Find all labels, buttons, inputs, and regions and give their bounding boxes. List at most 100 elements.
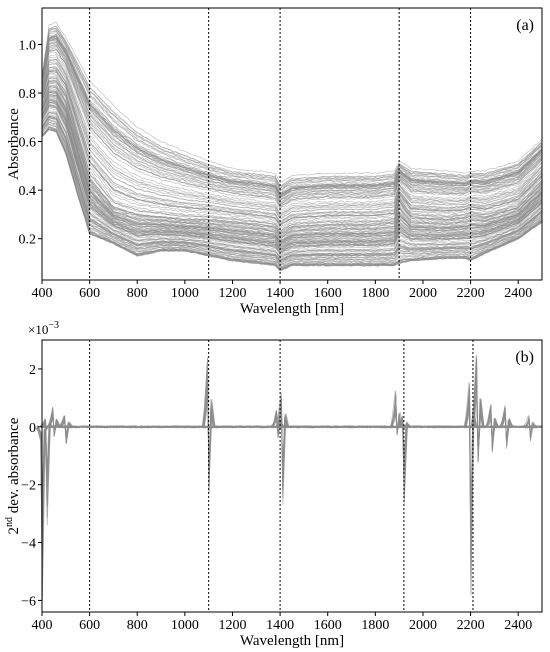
spectrum-line	[41, 106, 543, 254]
spectrum-line	[41, 40, 543, 200]
x-tick-label: 1800	[361, 618, 389, 633]
derivative-feature	[48, 414, 60, 434]
panel-b-y-axis-label: 2nd dev. absorbance	[4, 417, 22, 534]
x-tick-label: 1800	[361, 286, 389, 301]
spectrum-line	[41, 89, 543, 241]
spectrum-line	[41, 94, 543, 246]
spectrum-line	[41, 82, 543, 237]
panel-b-x-ticks: 400 600 800 1000 1200 1400 1600 1800 2000 2200 240…	[32, 612, 532, 633]
y-tick-label: 1.0	[19, 38, 37, 53]
spectrum-line	[41, 99, 543, 249]
derivative-feature	[472, 359, 484, 461]
spectrum-line	[41, 101, 543, 251]
spectrum-line	[41, 104, 543, 251]
y-tick-label: −4	[21, 537, 36, 552]
panel-b-vertical-lines	[89, 340, 474, 612]
x-tick-label: 1200	[218, 618, 246, 633]
y-tick-label: −6	[21, 594, 36, 609]
ylabel-superscript: nd	[4, 517, 15, 527]
panel-a-tag: (a)	[516, 17, 534, 34]
panel-b-x-axis-label: Wavelength [nm]	[240, 633, 344, 649]
exponent-base: ×10	[28, 322, 48, 337]
derivative-feature	[485, 412, 499, 443]
x-tick-label: 400	[32, 286, 53, 301]
x-tick-label: 1600	[314, 286, 342, 301]
panel-b-exponent-label: ×10−3	[28, 320, 59, 337]
x-tick-label: 400	[32, 618, 53, 633]
spectrum-line	[41, 68, 543, 225]
spectrum-line	[41, 21, 543, 184]
x-tick-label: 2000	[409, 286, 437, 301]
spectrum-line	[41, 96, 543, 248]
panel-a-x-ticks: 400 600 800 1000 1200 1400 1600 1800 2000 2200 240…	[32, 280, 532, 301]
spectrum-line	[41, 122, 543, 266]
derivative-feature	[390, 401, 403, 433]
spectrum-line	[41, 31, 543, 191]
spectrum-line	[41, 62, 543, 220]
x-tick-label: 2000	[409, 618, 437, 633]
y-tick-label: −2	[21, 479, 36, 494]
spectrum-line	[41, 26, 543, 187]
spectrum-line	[41, 61, 543, 218]
spectrum-line	[41, 56, 543, 214]
panel-b-y-ticks: −6 −4 −2 0 2	[21, 363, 42, 609]
panel-a-absorbance-chart: 400 600 800 1000 1200 1400 1600 1800 2000 2200 240…	[6, 7, 543, 317]
spectrum-line	[41, 36, 543, 197]
spectrum-line	[41, 45, 543, 204]
x-tick-label: 1400	[266, 618, 294, 633]
derivative-feature	[59, 416, 73, 441]
spectrum-line	[41, 54, 543, 212]
x-tick-label: 2400	[504, 618, 532, 633]
derivative-feature	[525, 415, 536, 441]
spectrum-line	[41, 107, 543, 256]
panel-a-vertical-lines	[89, 8, 472, 280]
spectrum-line	[41, 97, 543, 248]
y-tick-label: 0.8	[19, 87, 37, 102]
y-tick-label: 2	[29, 363, 36, 378]
spectrum-line	[41, 114, 543, 260]
x-tick-label: 1400	[266, 286, 294, 301]
spectrum-line	[41, 25, 543, 187]
spectrum-line	[41, 123, 543, 267]
spectrum-line	[41, 45, 543, 204]
spectrum-line	[41, 85, 543, 239]
derivative-feature	[277, 402, 288, 481]
spectrum-line	[41, 91, 543, 244]
derivative-feature	[396, 416, 411, 496]
spectrum-line	[41, 87, 543, 241]
panel-b-frame	[41, 339, 543, 613]
panel-a-spectra	[41, 21, 543, 272]
x-tick-label: 2200	[457, 618, 485, 633]
x-tick-label: 1000	[171, 618, 199, 633]
spectrum-line	[41, 51, 543, 210]
panel-b-second-derivative-chart: 400 600 800 1000 1200 1400 1600 1800 2000 2200 240…	[4, 320, 543, 649]
x-tick-label: 800	[127, 286, 148, 301]
spectrum-line	[41, 38, 543, 198]
spectrum-line	[41, 37, 543, 197]
spectrum-line	[41, 30, 543, 192]
spectrum-line	[41, 79, 543, 235]
spectrum-line	[41, 49, 543, 207]
x-tick-label: 600	[79, 286, 100, 301]
ylabel-suffix: dev. absorbance	[6, 417, 22, 517]
ylabel-prefix: 2	[6, 527, 22, 535]
spectrum-line	[41, 78, 543, 233]
spectrum-line	[41, 119, 543, 265]
x-tick-label: 600	[79, 618, 100, 633]
spectrum-line	[41, 29, 543, 191]
spectrum-line	[41, 69, 543, 225]
spectrum-line	[41, 33, 543, 194]
panel-a-y-ticks: 0.2 0.4 0.6 0.8 1.0	[19, 38, 42, 248]
spectrum-line	[41, 47, 543, 205]
spectrum-line	[41, 27, 543, 188]
spectrum-line	[41, 59, 543, 217]
spectrum-line	[41, 104, 543, 253]
spectrum-line	[41, 77, 543, 232]
derivative-line	[41, 425, 543, 429]
derivative-feature	[397, 419, 411, 467]
spectrum-line	[41, 44, 543, 203]
x-tick-label: 1200	[218, 286, 246, 301]
exponent-power: −3	[48, 320, 59, 331]
spectrum-line	[41, 128, 543, 271]
spectrum-line	[41, 116, 543, 262]
